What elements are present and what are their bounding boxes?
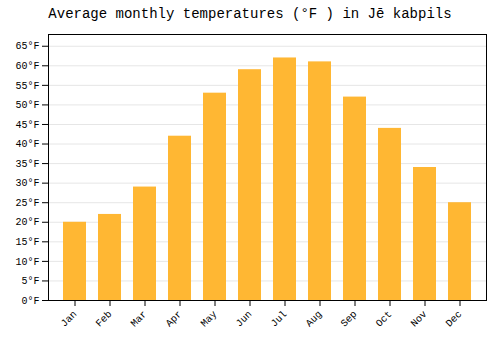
svg-text:35°F: 35°F: [15, 159, 39, 170]
svg-text:Feb: Feb: [94, 309, 115, 330]
svg-text:Mar: Mar: [129, 309, 150, 330]
svg-text:55°F: 55°F: [15, 81, 39, 92]
svg-text:Oct: Oct: [374, 309, 395, 330]
svg-text:Sep: Sep: [339, 309, 360, 330]
svg-text:40°F: 40°F: [15, 139, 39, 150]
svg-text:45°F: 45°F: [15, 120, 39, 131]
svg-text:30°F: 30°F: [15, 178, 39, 189]
svg-text:Aug: Aug: [304, 309, 325, 330]
svg-text:15°F: 15°F: [15, 237, 39, 248]
svg-text:60°F: 60°F: [15, 61, 39, 72]
svg-text:0°F: 0°F: [21, 296, 39, 307]
svg-text:5°F: 5°F: [21, 276, 39, 287]
svg-text:Dec: Dec: [444, 309, 465, 330]
svg-text:65°F: 65°F: [15, 41, 39, 52]
svg-text:May: May: [199, 309, 220, 330]
svg-text:Apr: Apr: [164, 309, 185, 330]
svg-text:Jun: Jun: [234, 309, 255, 330]
svg-text:Nov: Nov: [409, 309, 430, 330]
svg-text:Jan: Jan: [59, 309, 80, 330]
svg-text:25°F: 25°F: [15, 198, 39, 209]
svg-text:50°F: 50°F: [15, 100, 39, 111]
svg-text:Jul: Jul: [269, 309, 290, 330]
svg-text:20°F: 20°F: [15, 217, 39, 228]
html-text:Average monthly temperatures (: Average monthly temperatures (°F ) in Jē…: [48, 6, 452, 22]
svg-text:10°F: 10°F: [15, 257, 39, 268]
